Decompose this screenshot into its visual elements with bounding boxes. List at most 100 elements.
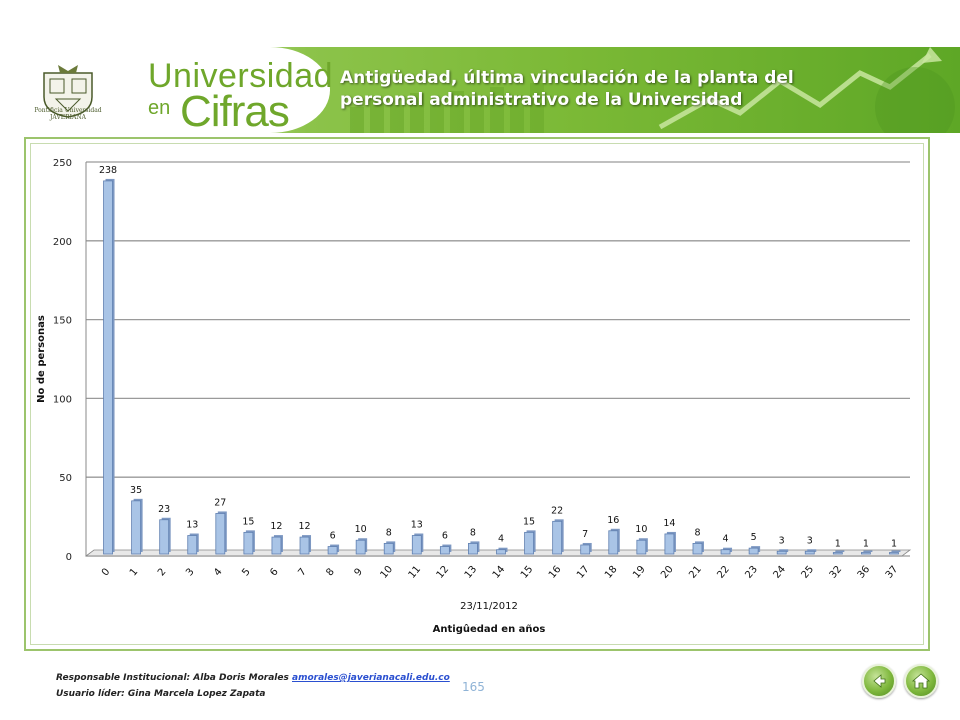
- x-tick-label: 0: [100, 566, 113, 578]
- x-tick-label: 10: [379, 564, 396, 581]
- data-label: 14: [663, 518, 675, 529]
- data-label: 13: [186, 520, 198, 531]
- data-label: 238: [99, 165, 117, 176]
- bar: [524, 531, 534, 555]
- x-tick-label: 5: [240, 566, 253, 578]
- chart-inner-border: [30, 143, 924, 645]
- y-tick-label: 150: [53, 316, 72, 327]
- x-tick-label: 13: [463, 564, 480, 581]
- bar: [804, 550, 815, 555]
- brand-en: en: [148, 97, 171, 119]
- responsible-label: Responsable Institucional: Alba Doris Mo…: [56, 673, 289, 683]
- bar: [159, 519, 170, 555]
- x-tick-label: 11: [407, 564, 424, 581]
- bar: [496, 549, 506, 555]
- x-axis-subtitle: 23/11/2012: [460, 601, 518, 612]
- bar: [748, 547, 759, 555]
- y-tick-label: 50: [59, 473, 72, 484]
- bar: [299, 536, 310, 555]
- x-tick-label: 6: [268, 566, 281, 578]
- chart-frame: [24, 137, 930, 651]
- bar: [832, 552, 843, 555]
- data-label: 23: [158, 504, 170, 515]
- bar: [327, 546, 338, 555]
- y-tick-label: 0: [66, 552, 72, 563]
- email-link[interactable]: amorales@javerianacali.edu.co: [292, 673, 450, 683]
- x-tick-label: 21: [687, 564, 704, 581]
- bar: [580, 544, 591, 555]
- bar: [889, 552, 899, 555]
- x-tick-label: 1: [128, 566, 141, 578]
- bar: [271, 536, 282, 555]
- x-tick-label: 15: [519, 564, 536, 581]
- x-tick-label: 9: [352, 566, 365, 578]
- back-button[interactable]: [862, 664, 896, 698]
- data-label: 1: [863, 538, 869, 549]
- bar: [636, 539, 647, 555]
- x-tick-label: 32: [828, 564, 845, 581]
- data-label: 35: [130, 485, 142, 496]
- x-tick-label: 12: [435, 564, 452, 581]
- data-label: 15: [523, 516, 535, 527]
- page-number: 165: [462, 680, 485, 694]
- data-label: 13: [411, 520, 423, 531]
- x-tick-label: 36: [856, 564, 873, 581]
- bar: [187, 535, 198, 555]
- bar: [552, 520, 563, 555]
- x-tick-label: 23: [743, 564, 760, 581]
- data-label: 8: [386, 527, 392, 538]
- y-tick-label: 250: [53, 158, 72, 169]
- bar: [383, 542, 394, 555]
- bar: [439, 546, 450, 555]
- decorative-growth-graphic: [350, 47, 955, 133]
- data-label: 16: [607, 515, 619, 526]
- data-label: 4: [498, 534, 504, 545]
- data-label: 5: [751, 532, 757, 543]
- data-label: 1: [891, 538, 897, 549]
- university-crest-icon: [43, 65, 93, 118]
- bar: [860, 552, 871, 555]
- x-tick-label: 3: [184, 566, 197, 578]
- crest-caption: Pontificia Universidad JAVERIANA: [34, 107, 102, 121]
- data-label: 6: [330, 531, 336, 542]
- brand-universidad: Universidad: [148, 57, 334, 95]
- data-label: 22: [551, 505, 563, 516]
- x-tick-label: 14: [491, 564, 508, 581]
- bar-shadow: [779, 549, 789, 552]
- data-label: 27: [214, 497, 226, 508]
- data-label: 8: [470, 527, 476, 538]
- bar: [411, 535, 422, 555]
- bar: [664, 533, 675, 555]
- footer-line-user: Usuario líder: Gina Marcela Lopez Zapata: [56, 689, 266, 699]
- bar: [355, 539, 366, 555]
- data-label: 4: [723, 534, 729, 545]
- page-title: Antigüedad, última vinculación de la pla…: [340, 68, 794, 110]
- x-tick-label: 8: [324, 566, 337, 578]
- data-label: 10: [355, 524, 367, 535]
- x-tick-label: 24: [771, 564, 788, 581]
- data-label: 8: [694, 527, 700, 538]
- data-label: 15: [242, 516, 254, 527]
- x-tick-label: 20: [659, 564, 676, 581]
- bar: [215, 513, 226, 555]
- footer-credits: Responsable Institucional: Alba Doris Mo…: [56, 670, 450, 702]
- x-tick-label: 22: [715, 564, 732, 581]
- x-tick-label: 17: [575, 564, 592, 581]
- bar: [103, 180, 113, 555]
- data-label: 6: [442, 531, 448, 542]
- bar: [776, 550, 787, 555]
- x-tick-label: 19: [631, 564, 648, 581]
- data-label: 7: [582, 529, 588, 540]
- x-tick-label: 37: [884, 564, 901, 581]
- x-axis-title: Antigûedad en años: [433, 623, 546, 635]
- bar: [131, 500, 142, 555]
- bar-shadow: [807, 549, 817, 552]
- x-tick-label: 2: [156, 566, 169, 578]
- home-icon: [911, 673, 931, 689]
- data-label: 12: [298, 521, 310, 532]
- bar-shadow: [835, 550, 845, 552]
- home-button[interactable]: [904, 664, 938, 698]
- x-tick-label: 18: [603, 564, 620, 581]
- bar: [720, 549, 731, 555]
- logo-panel: Pontificia Universidad JAVERIANA Univers…: [0, 47, 334, 133]
